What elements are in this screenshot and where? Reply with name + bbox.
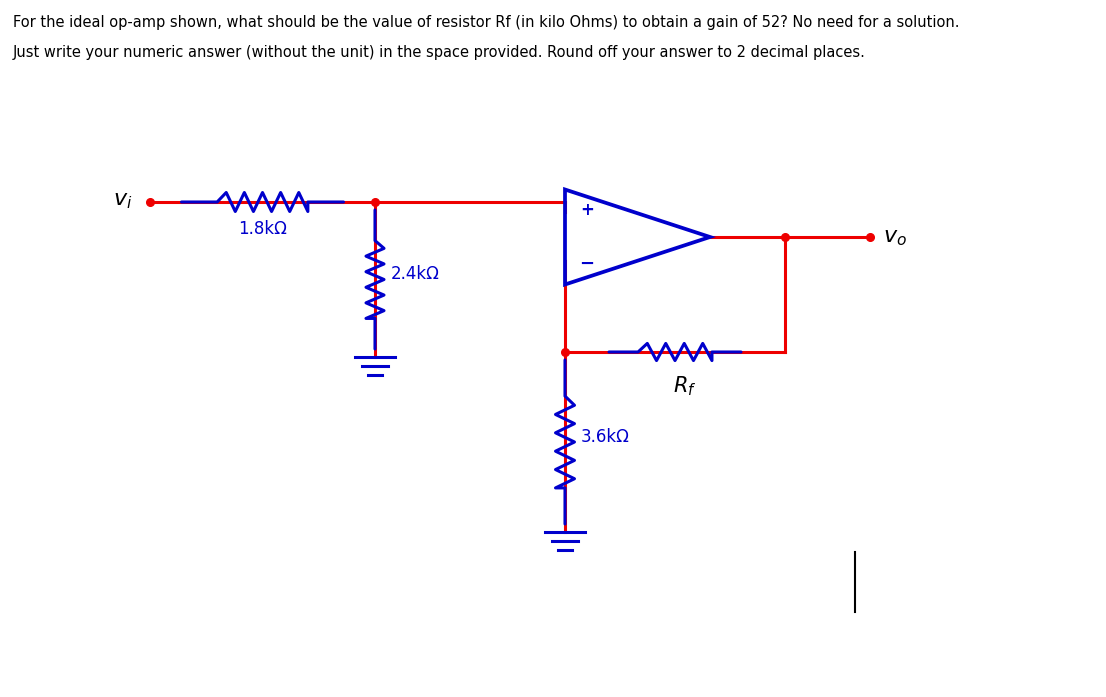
Text: For the ideal op-amp shown, what should be the value of resistor Rf (in kilo Ohm: For the ideal op-amp shown, what should … <box>13 15 960 30</box>
Text: $v_i$: $v_i$ <box>113 189 132 211</box>
Text: 2.4kΩ: 2.4kΩ <box>392 266 440 284</box>
Text: −: − <box>580 254 595 273</box>
Text: 1.8kΩ: 1.8kΩ <box>238 220 286 238</box>
Text: $v_o$: $v_o$ <box>883 226 907 248</box>
Text: Just write your numeric answer (without the unit) in the space provided. Round o: Just write your numeric answer (without … <box>13 45 866 60</box>
Text: $R_f$: $R_f$ <box>674 374 697 397</box>
Text: 3.6kΩ: 3.6kΩ <box>581 428 630 446</box>
Text: +: + <box>580 201 594 220</box>
